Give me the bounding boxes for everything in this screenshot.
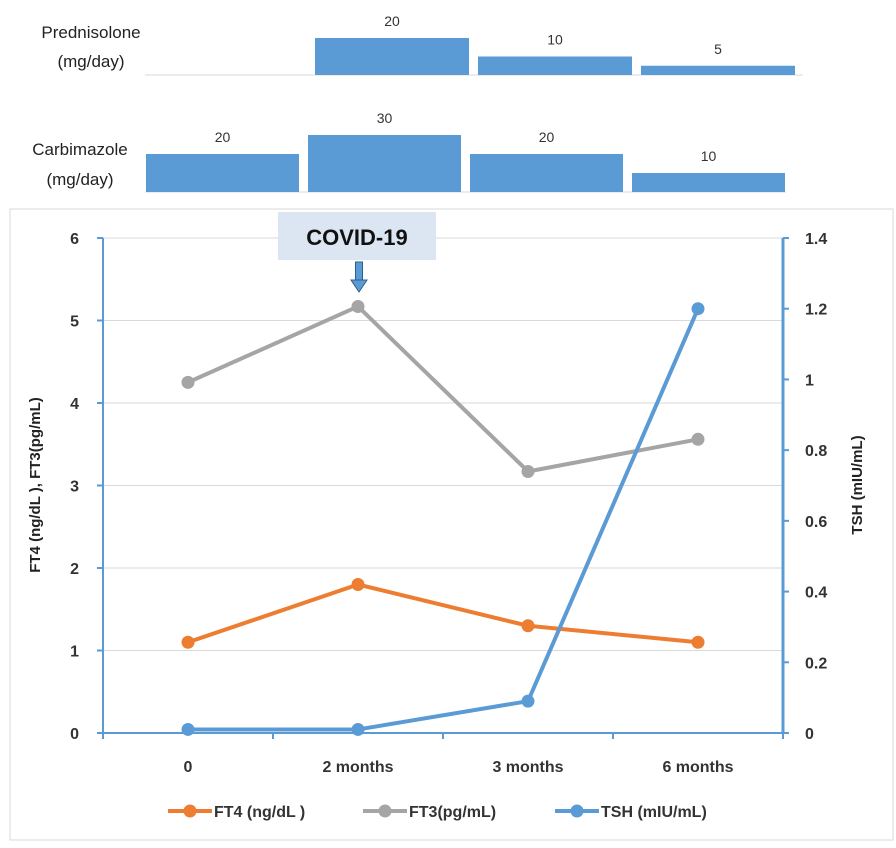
prednisolone-bar-label-3: 5 bbox=[714, 41, 722, 57]
covid-label-box bbox=[278, 212, 436, 260]
y-tick-label-3: 3 bbox=[70, 479, 79, 496]
point-tsh-0 bbox=[181, 722, 195, 736]
point-ft3-2 bbox=[521, 464, 535, 478]
y2-axis-title: TSH (mIU/mL) bbox=[849, 435, 866, 534]
axes bbox=[97, 237, 789, 739]
prednisolone-bar-1 bbox=[315, 38, 469, 75]
carbimazole-bar-label-0: 20 bbox=[215, 129, 231, 145]
y2-tick-label-1: 0.2 bbox=[805, 655, 827, 672]
y2-tick-label-0: 0 bbox=[805, 726, 814, 743]
carbimazole-bar-3 bbox=[632, 173, 785, 192]
series-line-tsh bbox=[188, 307, 700, 732]
y-axis-title: FT4 (ng/dL ), FT3(pg/mL) bbox=[27, 397, 44, 573]
carbimazole-bar-2 bbox=[470, 154, 623, 192]
legend: FT4 (ng/dL ) FT3(pg/mL) TSH (mIU/mL) bbox=[168, 804, 707, 821]
y-tick-label-5: 5 bbox=[70, 314, 79, 331]
y-tick-label-6: 6 bbox=[70, 231, 79, 248]
carbimazole-bar-0 bbox=[146, 154, 299, 192]
y2-tick-label-3: 0.6 bbox=[805, 514, 827, 531]
point-tsh-1 bbox=[351, 722, 365, 736]
point-ft4-0 bbox=[181, 635, 195, 649]
y2-tick-label-7: 1.4 bbox=[805, 231, 827, 248]
point-ft4-2 bbox=[521, 619, 535, 633]
y2-tick-label-4: 0.8 bbox=[805, 443, 827, 460]
point-ft3-0 bbox=[181, 375, 195, 389]
y2-tick-label-6: 1.2 bbox=[805, 302, 827, 319]
legend-label-ft4: FT4 (ng/dL ) bbox=[214, 804, 305, 821]
y2-tick-label-2: 0.4 bbox=[805, 585, 827, 602]
carbimazole-bar-label-2: 20 bbox=[539, 129, 555, 145]
legend-marker-ft3 bbox=[378, 804, 392, 818]
prednisolone-bar-label-2: 10 bbox=[547, 32, 563, 48]
point-ft3-3 bbox=[691, 432, 705, 446]
y-tick-label-1: 1 bbox=[70, 644, 79, 661]
x-tick-label-2: 3 months bbox=[492, 759, 563, 776]
carbimazole-bar-1 bbox=[308, 135, 461, 192]
y-tick-label-4: 4 bbox=[70, 396, 79, 413]
prednisolone-dose-chart: Prednisolone (mg/day) 20 10 5 bbox=[41, 13, 803, 76]
legend-label-ft3: FT3(pg/mL) bbox=[409, 804, 496, 821]
prednisolone-label-line2: (mg/day) bbox=[57, 52, 124, 71]
series-line-ft4 bbox=[187, 582, 699, 645]
prednisolone-bar-2 bbox=[478, 56, 632, 75]
series-lines bbox=[181, 299, 705, 736]
x-tick-label-1: 2 months bbox=[322, 759, 393, 776]
legend-marker-ft4 bbox=[183, 804, 197, 818]
y-tick-label-0: 0 bbox=[70, 726, 79, 743]
carbimazole-bars: 20 30 20 10 bbox=[146, 110, 785, 192]
point-tsh-3 bbox=[691, 302, 705, 316]
legend-label-tsh: TSH (mIU/mL) bbox=[601, 804, 707, 821]
covid-label: COVID-19 bbox=[306, 225, 407, 250]
prednisolone-bar-label-1: 20 bbox=[384, 13, 400, 29]
prednisolone-label-line1: Prednisolone bbox=[41, 23, 140, 42]
carbimazole-bar-label-3: 10 bbox=[701, 148, 717, 164]
tick-labels: 0 1 2 3 4 5 6 0 0.2 0.4 0.6 0.8 1 1.2 1.4 0 2 months 3 mo… bbox=[70, 231, 827, 776]
x-tick-label-0: 0 bbox=[184, 759, 193, 776]
point-ft4-1 bbox=[351, 578, 365, 591]
carbimazole-dose-chart: Carbimazole (mg/day) 20 30 20 10 bbox=[32, 110, 786, 193]
gridlines bbox=[103, 237, 783, 651]
covid-annotation: COVID-19 bbox=[278, 212, 436, 293]
y-tick-label-2: 2 bbox=[70, 561, 79, 578]
prednisolone-bar-3 bbox=[641, 65, 795, 75]
point-ft3-1 bbox=[351, 299, 365, 313]
chart-frame bbox=[9, 208, 894, 841]
carbimazole-label-line2: (mg/day) bbox=[46, 170, 113, 189]
series-line-ft3 bbox=[187, 304, 699, 474]
carbimazole-bar-label-1: 30 bbox=[377, 110, 393, 126]
point-tsh-2 bbox=[521, 694, 535, 708]
y2-tick-label-5: 1 bbox=[805, 372, 814, 389]
carbimazole-label-line1: Carbimazole bbox=[32, 140, 127, 159]
down-arrow-icon bbox=[350, 261, 368, 293]
x-tick-label-3: 6 months bbox=[662, 759, 733, 776]
legend-marker-tsh bbox=[570, 804, 584, 818]
point-ft4-3 bbox=[691, 635, 705, 649]
prednisolone-bars: 20 10 5 bbox=[315, 13, 795, 75]
thyroid-line-chart: 0 1 2 3 4 5 6 0 0.2 0.4 0.6 0.8 1 1.2 1.4 0 2 months 3 mo… bbox=[9, 208, 894, 841]
